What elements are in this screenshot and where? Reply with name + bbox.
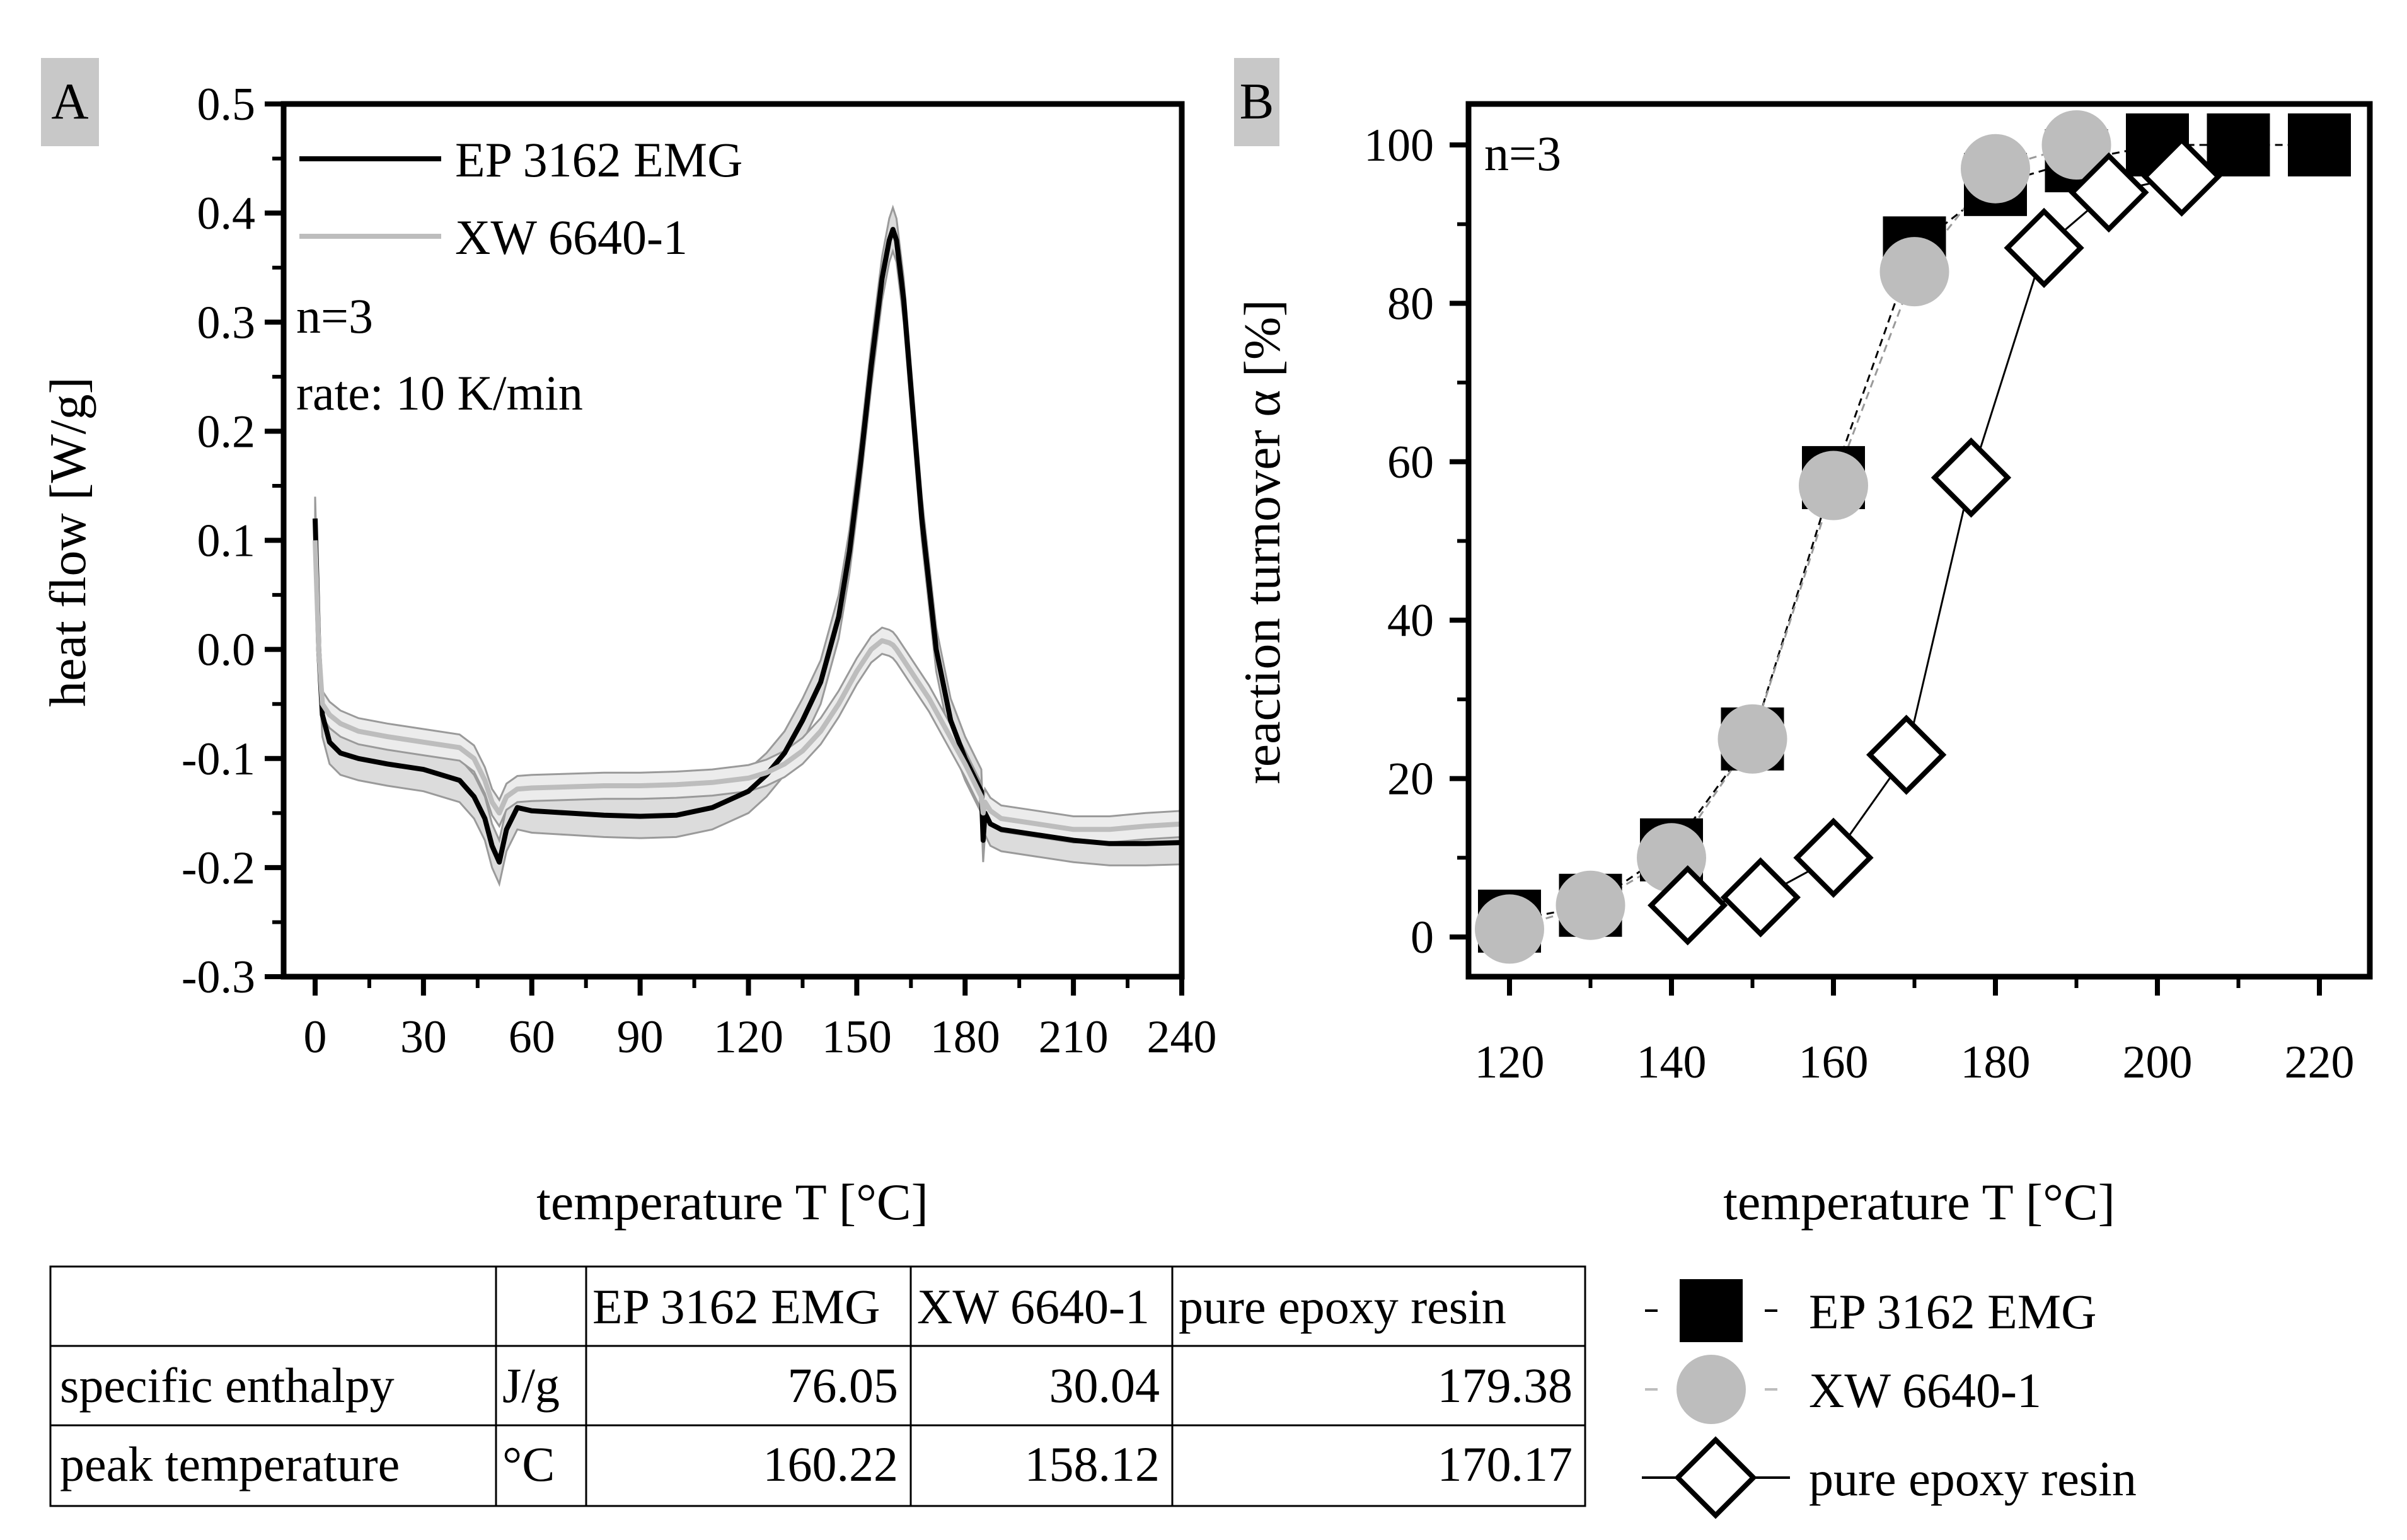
results-table: EP 3162 EMG XW 6640-1 pure epoxy resin s…: [49, 1265, 1586, 1507]
line-layer-a: [313, 227, 1182, 865]
legend-b-circle-marker: [1677, 1355, 1746, 1424]
data-point-pure-epoxy: [1648, 865, 1728, 946]
x-tick-label-b: 140: [1637, 1037, 1707, 1088]
y-tick-label-a: -0.2: [182, 842, 255, 894]
table-row-label: peak temperature: [60, 1437, 400, 1491]
annotation-n-a: n=3: [296, 289, 373, 343]
data-point-xw6640: [1799, 451, 1868, 520]
axis-ticks-b: 0 20 40 60 80 100 120 140 160 180 200 220: [1364, 120, 2355, 1088]
x-tick-label-a: 0: [304, 1011, 327, 1063]
legend-b-diamond-marker: [1674, 1436, 1757, 1519]
panel-label-a-box: [41, 58, 99, 146]
x-tick-label-a: 240: [1147, 1011, 1217, 1063]
x-tick-label-b: 120: [1475, 1037, 1545, 1088]
y-tick-label-a: 0.4: [197, 188, 256, 239]
x-tick-label-a: 90: [617, 1011, 664, 1063]
x-tick-label-b: 160: [1799, 1037, 1869, 1088]
table-unit: °C: [502, 1437, 555, 1491]
y-tick-label-b: 20: [1387, 754, 1434, 805]
data-point-xw6640: [1717, 704, 1787, 774]
panel-label-b-box: [1234, 58, 1279, 146]
x-axis-label-b: temperature T [°C]: [1723, 1173, 2115, 1231]
x-tick-label-b: 200: [2123, 1037, 2193, 1088]
legend-b-label-pure-epoxy: pure epoxy resin: [1809, 1451, 2137, 1506]
x-tick-label-a: 150: [822, 1011, 892, 1063]
y-tick-label-b: 40: [1387, 595, 1434, 646]
x-tick-label-a: 30: [400, 1011, 447, 1063]
table-cell: 158.12: [1025, 1437, 1160, 1491]
data-point-pure-epoxy: [1866, 715, 1947, 795]
y-tick-label-b: 0: [1411, 912, 1434, 963]
annotation-rate: rate: 10 K/min: [296, 365, 583, 420]
band-layer-a: [314, 204, 1183, 887]
series-line-xw6640: [313, 540, 1182, 832]
y-tick-label-a: 0.0: [197, 624, 256, 676]
table-header-ep3162: EP 3162 EMG: [592, 1279, 880, 1334]
series-line-ep3162: [313, 227, 1182, 865]
legend-b-square-marker: [1680, 1279, 1743, 1342]
x-tick-label-b: 180: [1961, 1037, 2031, 1088]
y-tick-label-a: -0.1: [182, 733, 255, 785]
y-axis-label-a: heat flow [W/g]: [39, 377, 96, 707]
data-point-xw6640: [1961, 134, 2030, 204]
table-grid: [49, 1265, 1586, 1507]
data-point-pure-epoxy: [2069, 152, 2149, 233]
x-axis-label-a: temperature T [°C]: [536, 1173, 928, 1231]
plot-frame-b: [1465, 101, 2373, 980]
table-header-xw6640: XW 6640-1: [917, 1279, 1150, 1334]
data-point-ep3162: [2207, 113, 2270, 176]
y-tick-label-b: 80: [1387, 278, 1434, 330]
table-cell: 30.04: [1049, 1358, 1160, 1413]
y-axis-label-b: reaction turnover α [%]: [1233, 299, 1291, 784]
x-tick-label-a: 180: [930, 1011, 1000, 1063]
table-unit: J/g: [502, 1358, 560, 1413]
y-tick-label-a: 0.3: [197, 297, 256, 348]
chart-panel-a: A 0.5 0.4 0.3 0.2 0.1 0.0 -0.1 -0.2 -0.3 0 30 60 90 1…: [39, 58, 1217, 1231]
legend-b-label-xw6640: XW 6640-1: [1809, 1363, 2041, 1418]
legend-b: EP 3162 EMG XW 6640-1 pure epoxy resin: [1642, 1279, 2137, 1519]
table-cell: 170.17: [1438, 1437, 1573, 1491]
x-tick-label-b: 220: [2285, 1037, 2355, 1088]
data-point-ep3162: [2288, 113, 2351, 176]
table-cell: 179.38: [1438, 1358, 1573, 1413]
x-tick-label-a: 60: [509, 1011, 555, 1063]
data-point-pure-epoxy: [2004, 207, 2084, 289]
data-point-pure-epoxy: [1793, 817, 1874, 898]
table-header-pure-epoxy: pure epoxy resin: [1179, 1279, 1506, 1334]
data-point-pure-epoxy: [1720, 857, 1801, 938]
data-point-xw6640: [2041, 110, 2111, 180]
y-tick-label-b: 100: [1364, 120, 1434, 171]
data-point-xw6640: [1475, 894, 1544, 964]
x-tick-label-a: 210: [1039, 1011, 1109, 1063]
axis-ticks-a: 0.5 0.4 0.3 0.2 0.1 0.0 -0.1 -0.2 -0.3 0 30 60 90 120…: [182, 79, 1217, 1063]
x-tick-label-a: 120: [713, 1011, 783, 1063]
chart-panel-b: B 0 20 40 60 80 100 120 140 160 180 200 220 n=3 tem…: [1233, 58, 2373, 1231]
data-point-xw6640: [1879, 237, 1949, 307]
legend-b-label-ep3162: EP 3162 EMG: [1809, 1284, 2096, 1339]
panel-label-b: B: [1240, 72, 1274, 130]
legend-label-xw6640: XW 6640-1: [455, 210, 688, 265]
table-row-label: specific enthalpy: [60, 1358, 395, 1413]
table-cell: 76.05: [788, 1358, 899, 1413]
y-tick-label-a: 0.2: [197, 406, 256, 457]
panel-label-a: A: [51, 72, 88, 130]
table-cell: 160.22: [763, 1437, 899, 1491]
y-tick-label-a: 0.5: [197, 79, 256, 130]
data-point-pure-epoxy: [1931, 437, 2012, 518]
annotation-n-b: n=3: [1484, 126, 1561, 181]
connector-xw6640: [1509, 144, 2077, 930]
plot-frame-a: [280, 101, 1185, 980]
data-point-xw6640: [1556, 870, 1625, 940]
y-tick-label-a: -0.3: [182, 951, 255, 1003]
data-point-pure-epoxy: [2141, 136, 2222, 217]
markers-b: [1475, 110, 2351, 964]
legend-label-ep3162: EP 3162 EMG: [455, 132, 742, 187]
y-tick-label-b: 60: [1387, 437, 1434, 488]
y-tick-label-a: 0.1: [197, 515, 256, 567]
